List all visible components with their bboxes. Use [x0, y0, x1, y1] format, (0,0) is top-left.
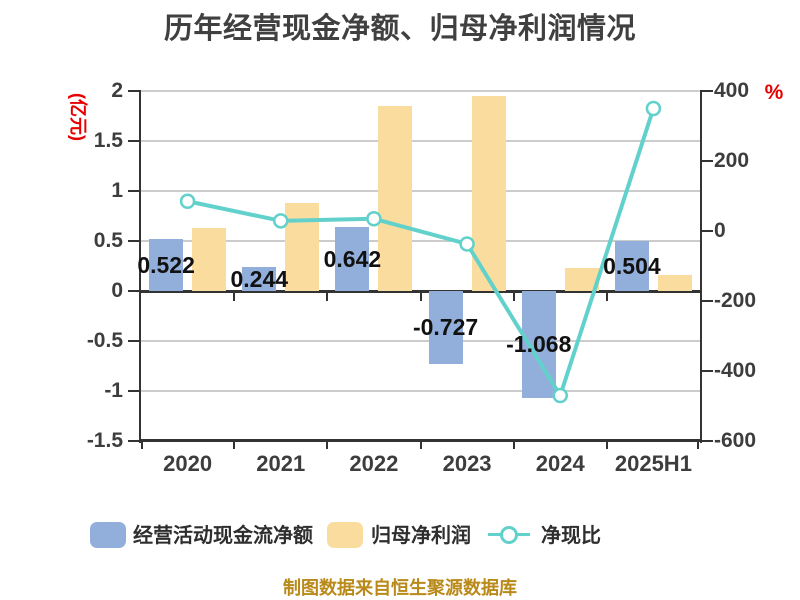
zero-axis-tick	[233, 293, 236, 301]
bar-value-label: 0.244	[230, 265, 289, 292]
x-tick-label-2022: 2022	[349, 451, 399, 476]
zero-axis-line	[141, 290, 700, 293]
y-tick-label-left: 2	[111, 79, 123, 102]
x-tick-label-2025H1: 2025H1	[614, 451, 692, 476]
bar-operating-cashflow-2021	[242, 266, 277, 291]
y-tick-label-left: -0.5	[86, 329, 123, 352]
bottom-axis-tick	[141, 441, 143, 449]
y-tick-label-left: -1.5	[86, 429, 123, 452]
legend-marker-netcash-ratio[interactable]	[488, 521, 530, 549]
y-tick-label-left: 1.5	[93, 129, 123, 152]
bottom-axis-tick	[326, 441, 329, 449]
left-axis-tick	[128, 90, 141, 92]
y-tick-label-right: 400	[714, 79, 750, 102]
legend-item-operating-cashflow[interactable]: 经营活动现金流净额	[133, 525, 313, 547]
bar-value-label: 0.504	[603, 252, 661, 279]
right-axis-tick	[700, 90, 713, 92]
bottom-axis-line	[141, 439, 700, 442]
right-axis-line	[700, 90, 702, 443]
zero-axis-tick	[605, 293, 608, 301]
bar-operating-cashflow-2025H1	[614, 240, 649, 291]
bar-net-profit-2025H1	[657, 275, 692, 291]
bottom-axis-tick	[419, 441, 422, 449]
bottom-axis-tick	[697, 441, 699, 449]
bottom-axis-tick	[512, 441, 515, 449]
bar-net-profit-2024	[564, 268, 599, 291]
bar-operating-cashflow-2022	[335, 226, 370, 291]
bar-value-label: -0.727	[412, 314, 479, 341]
line-marker	[645, 100, 662, 117]
legend-swatch-operating-cashflow[interactable]	[90, 522, 126, 548]
bottom-axis-tick	[605, 441, 608, 449]
legend-item-netcash-ratio[interactable]: 净现比	[541, 525, 601, 547]
bottom-axis-tick	[233, 441, 236, 449]
zero-axis-tick	[512, 293, 515, 301]
y-tick-label-left: -1	[104, 379, 123, 402]
x-tick-label-2021: 2021	[256, 451, 306, 476]
left-axis-tick	[128, 240, 141, 242]
bar-operating-cashflow-2023	[428, 291, 463, 364]
chart-title: 历年经营现金净额、归母净利润情况	[163, 13, 636, 45]
y-tick-label-right: 200	[714, 149, 750, 172]
gridline	[141, 340, 700, 342]
right-axis-unit-label: %	[764, 81, 784, 104]
y-tick-label-right: -200	[714, 289, 757, 312]
gridline	[141, 240, 700, 242]
gridline	[141, 90, 700, 92]
bar-value-label: 0.522	[137, 251, 195, 278]
x-tick-label-2020: 2020	[163, 451, 213, 476]
gridline	[141, 140, 700, 142]
legend-swatch-net-profit[interactable]	[327, 522, 363, 548]
y-tick-label-right: -600	[714, 429, 757, 452]
left-axis-tick	[128, 340, 141, 342]
zero-axis-tick	[326, 293, 329, 301]
bar-net-profit-2022	[378, 106, 413, 291]
right-axis-tick	[700, 300, 713, 302]
line-marker	[273, 213, 289, 229]
bar-net-profit-2020	[192, 228, 227, 291]
right-axis-tick	[700, 230, 713, 232]
left-axis-tick	[128, 440, 141, 442]
left-axis-tick	[128, 190, 141, 192]
y-tick-label-left: 0	[111, 279, 123, 302]
left-axis-tick	[128, 290, 141, 292]
x-tick-label-2023: 2023	[442, 451, 492, 476]
left-axis-tick	[128, 390, 141, 392]
y-tick-label-left: 0.5	[93, 229, 123, 252]
plot-area: 2 1.5 1 0.5 0 -0.5 -1 -1.5 400 200 0 -200 -400 -600 20…	[87, 79, 756, 476]
legend-item-net-profit[interactable]: 归母净利润	[371, 525, 471, 547]
x-tick-label-2024: 2024	[535, 451, 585, 476]
bar-net-profit-2021	[285, 203, 320, 291]
line-marker	[552, 387, 568, 404]
chart-caption: 制图数据来自恒生聚源数据库	[283, 578, 517, 598]
bar-value-label: -1.068	[506, 331, 572, 358]
line-marker	[459, 236, 475, 252]
y-tick-label-left: 1	[111, 179, 123, 202]
right-axis-tick	[700, 160, 713, 162]
bar-operating-cashflow-2020	[149, 238, 184, 291]
legend-circle-marker-icon	[500, 526, 518, 544]
line-marker	[179, 193, 196, 209]
right-axis-tick	[700, 440, 713, 442]
bar-value-label: 0.642	[323, 245, 382, 272]
right-axis-tick	[700, 370, 713, 372]
y-tick-label-right: 0	[714, 219, 726, 242]
y-tick-label-right: -400	[714, 359, 757, 382]
left-axis-line	[139, 90, 141, 443]
netcash-ratio-line	[187, 107, 656, 398]
gridline	[141, 390, 700, 392]
gridline	[141, 190, 700, 192]
line-marker	[366, 211, 382, 227]
left-axis-tick	[128, 140, 141, 142]
netcash-ratio-line-layer	[179, 100, 662, 404]
zero-axis-tick	[419, 293, 422, 301]
